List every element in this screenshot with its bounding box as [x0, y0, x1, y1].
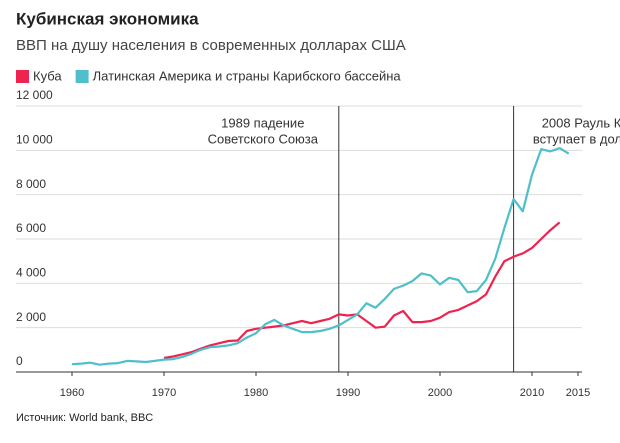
y-tick-label: 4 000	[16, 266, 46, 280]
chart-title: Кубинская экономика	[16, 9, 199, 28]
annotation-text: Советского Союза	[208, 131, 319, 146]
y-tick-label: 12 000	[16, 88, 53, 102]
annotation-text: 2008 Рауль Кастро	[542, 115, 620, 130]
y-tick-label: 2 000	[16, 310, 46, 324]
legend-label: Куба	[33, 68, 62, 83]
y-tick-label: 8 000	[16, 177, 46, 191]
y-tick-label: 6 000	[16, 221, 46, 235]
x-tick-label: 2015	[566, 387, 590, 399]
legend-swatch	[75, 70, 89, 83]
x-tick-label: 2000	[428, 387, 452, 399]
series-line	[71, 147, 570, 366]
annotation-text: вступает в должность	[533, 131, 620, 146]
source: Источник: World bank, BBC	[16, 412, 153, 424]
x-tick-label: 1970	[152, 387, 176, 399]
x-tick-label: 1960	[60, 387, 84, 399]
legend-swatch	[16, 70, 29, 83]
y-tick-label: 0	[16, 354, 23, 368]
x-tick-label: 2010	[520, 387, 544, 399]
x-tick-label: 1990	[336, 387, 360, 399]
x-tick-label: 1980	[244, 387, 268, 399]
annotation-text: 1989 падение	[221, 115, 304, 130]
legend-label: Латинская Америка и страны Карибского ба…	[93, 68, 402, 83]
y-tick-label: 10 000	[16, 133, 53, 147]
chart-subtitle: ВВП на душу населения в современных долл…	[16, 37, 406, 54]
series-line	[163, 221, 561, 360]
